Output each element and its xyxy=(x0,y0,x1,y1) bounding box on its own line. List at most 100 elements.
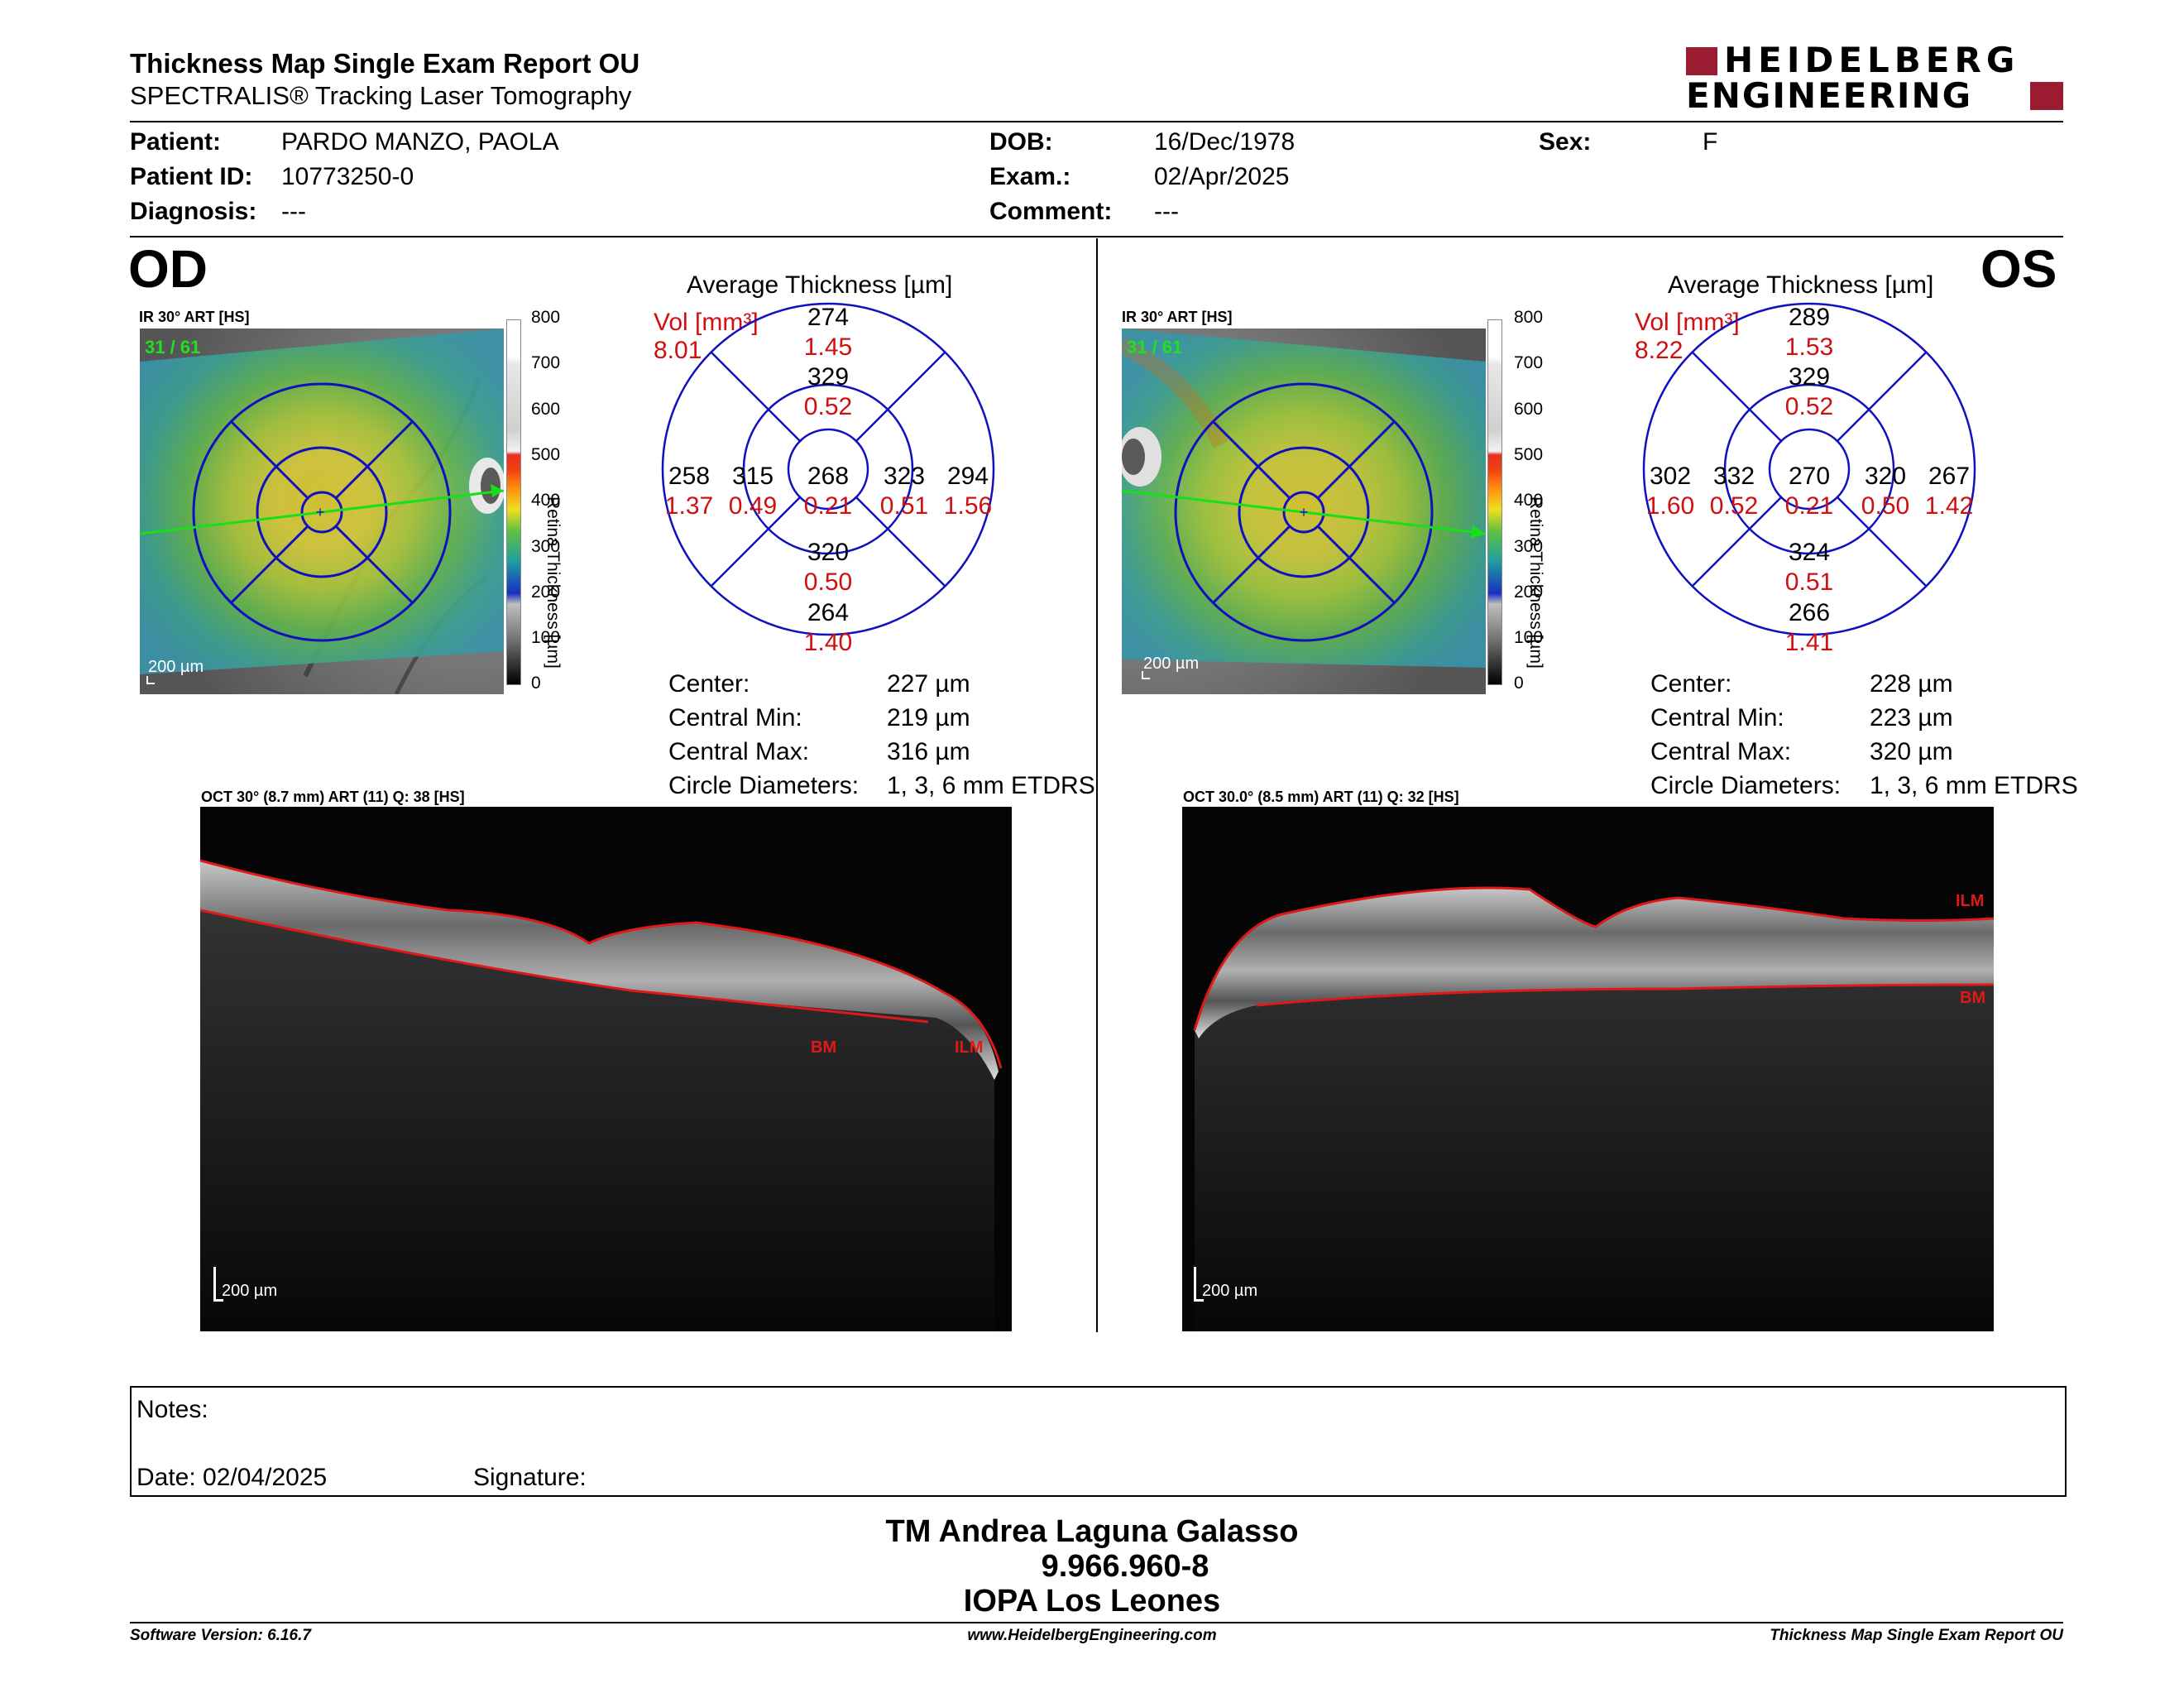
dob-value: 16/Dec/1978 xyxy=(1154,128,1296,156)
os-colorbar-tick: 200 xyxy=(1514,582,1544,602)
od-oct-scan[interactable]: BM ILM 200 µm xyxy=(200,807,1012,1331)
od-thickness-map[interactable]: + 31 / 61 200 µm xyxy=(140,328,504,694)
os-sector-outer-top-volume: 1.53 xyxy=(1784,333,1834,361)
od-sector-outer-top-thickness: 274 xyxy=(807,304,850,331)
os-sector-outer-right-thickness: 267 xyxy=(1928,463,1971,490)
footer-website-link[interactable]: www.HeidelbergEngineering.com xyxy=(967,1627,1217,1644)
os-sector-inner-top-thickness: 329 xyxy=(1788,363,1831,391)
os-sector-outer-left-thickness: 302 xyxy=(1649,463,1692,490)
os-min-value: 223 µm xyxy=(1870,704,1953,731)
notes-date: Date: 02/04/2025 xyxy=(136,1464,328,1491)
od-map-scale: 200 µm xyxy=(148,658,204,676)
os-oct-scale: 200 µm xyxy=(1202,1282,1258,1300)
od-colorbar xyxy=(506,319,521,685)
od-colorbar-tick: 500 xyxy=(531,444,561,464)
od-colorbar-tick: 300 xyxy=(531,536,561,556)
od-sector-outer-left-thickness: 258 xyxy=(668,463,711,490)
os-diam-value: 1, 3, 6 mm ETDRS xyxy=(1870,772,2078,799)
footer-report-name: Thickness Map Single Exam Report OU xyxy=(1770,1627,2063,1644)
od-colorbar-label: Retina Thickness [µm] xyxy=(544,496,563,669)
od-colorbar-tick: 100 xyxy=(531,628,561,648)
os-colorbar-tick: 100 xyxy=(1514,628,1544,648)
od-sector-outer-left-volume: 1.37 xyxy=(664,492,714,520)
os-diam-label: Circle Diameters: xyxy=(1650,772,1842,799)
od-vol-value: 8.01 xyxy=(654,337,702,364)
os-max-value: 320 µm xyxy=(1870,738,1953,765)
os-oct-label: OCT 30.0° (8.5 mm) ART (11) Q: 32 [HS] xyxy=(1183,789,1459,805)
os-sector-center-volume: 0.21 xyxy=(1784,492,1834,520)
logo-square-bottom-icon xyxy=(2030,82,2063,110)
od-sector-outer-bottom-volume: 1.40 xyxy=(803,629,853,656)
od-min-label: Central Min: xyxy=(668,704,802,731)
od-sector-inner-right-thickness: 323 xyxy=(883,463,926,490)
patient-label: Patient: xyxy=(130,128,222,156)
os-min-label: Central Min: xyxy=(1650,704,1784,731)
svg-text:+: + xyxy=(1300,504,1309,520)
os-sector-outer-left-volume: 1.60 xyxy=(1645,492,1695,520)
os-oct-scan[interactable]: ILM BM 200 µm xyxy=(1182,807,1994,1331)
od-ir-label: IR 30° ART [HS] xyxy=(139,309,250,325)
od-sector-center-volume: 0.21 xyxy=(803,492,853,520)
od-etdrs-grid xyxy=(661,302,995,636)
od-sector-inner-bottom-volume: 0.50 xyxy=(803,568,853,596)
os-sector-inner-bottom-volume: 0.51 xyxy=(1784,568,1834,596)
od-oct-label: OCT 30° (8.7 mm) ART (11) Q: 38 [HS] xyxy=(201,789,465,805)
os-sector-inner-right-volume: 0.50 xyxy=(1861,492,1910,520)
os-thickness-map[interactable]: + 31 / 61 200 µm xyxy=(1122,328,1486,694)
os-colorbar-tick: 800 xyxy=(1514,308,1544,327)
od-sector-inner-left-volume: 0.49 xyxy=(728,492,778,520)
os-center-label: Center: xyxy=(1650,670,1732,698)
signer-name: TM Andrea Laguna Galasso xyxy=(885,1514,1299,1549)
logo-line-1: HEIDELBERG xyxy=(1724,40,2020,80)
os-sector-outer-bottom-thickness: 266 xyxy=(1788,599,1831,626)
od-colorbar-tick: 400 xyxy=(531,491,561,511)
signer-id: 9.966.960-8 xyxy=(1041,1549,1209,1584)
od-diam-label: Circle Diameters: xyxy=(668,772,860,799)
logo-square-top-icon xyxy=(1686,47,1717,75)
os-map-scale: 200 µm xyxy=(1143,655,1200,673)
od-sector-inner-top-volume: 0.52 xyxy=(803,393,853,420)
os-colorbar-tick: 600 xyxy=(1514,399,1544,419)
exam-value: 02/Apr/2025 xyxy=(1154,163,1290,190)
os-colorbar-tick: 500 xyxy=(1514,444,1544,464)
od-vol-label: Vol [mm³] xyxy=(654,309,759,336)
notes-box[interactable]: Notes: Date: 02/04/2025 Signature: xyxy=(130,1386,2067,1497)
notes-label: Notes: xyxy=(136,1396,208,1423)
dob-label: DOB: xyxy=(989,128,1053,156)
os-colorbar-label: Retina Thickness [µm] xyxy=(1526,496,1545,669)
od-sector-inner-top-thickness: 329 xyxy=(807,363,850,391)
footer-software-version: Software Version: 6.16.7 xyxy=(130,1627,311,1644)
os-etdrs-grid xyxy=(1642,302,1976,636)
os-sector-inner-top-volume: 0.52 xyxy=(1784,393,1834,420)
od-avg-title: Average Thickness [µm] xyxy=(687,271,953,299)
od-sector-outer-right-thickness: 294 xyxy=(946,463,989,490)
os-colorbar-tick: 300 xyxy=(1514,536,1544,556)
os-sector-inner-left-volume: 0.52 xyxy=(1709,492,1759,520)
os-sector-outer-top-thickness: 289 xyxy=(1788,304,1831,331)
od-sector-outer-bottom-thickness: 264 xyxy=(807,599,850,626)
os-colorbar-tick: 400 xyxy=(1514,491,1544,511)
os-sector-inner-bottom-thickness: 324 xyxy=(1788,539,1831,566)
notes-signature-label: Signature: xyxy=(473,1464,587,1491)
sex-label: Sex: xyxy=(1539,128,1592,156)
sex-value: F xyxy=(1703,128,1718,156)
logo-line-2: ENGINEERING xyxy=(1686,75,1973,116)
os-frames-counter: 31 / 61 xyxy=(1127,337,1183,357)
od-bm-label: BM xyxy=(811,1038,836,1057)
od-sector-inner-left-thickness: 315 xyxy=(731,463,774,490)
os-vol-label: Vol [mm³] xyxy=(1635,309,1740,336)
od-max-value: 316 µm xyxy=(887,738,970,765)
od-colorbar-tick: 800 xyxy=(531,308,561,327)
od-sector-inner-bottom-thickness: 320 xyxy=(807,539,850,566)
od-frames-counter: 31 / 61 xyxy=(145,337,201,357)
od-center-value: 227 µm xyxy=(887,670,970,698)
os-sector-outer-bottom-volume: 1.41 xyxy=(1784,629,1834,656)
diagnosis-value: --- xyxy=(281,198,306,225)
report-subtitle: SPECTRALIS® Tracking Laser Tomography xyxy=(130,81,632,110)
os-bm-label: BM xyxy=(1960,989,1985,1007)
os-colorbar xyxy=(1487,319,1502,685)
heidelberg-logo: HEIDELBERG ENGINEERING xyxy=(1686,40,2063,116)
report-title: Thickness Map Single Exam Report OU xyxy=(130,48,640,79)
diagnosis-label: Diagnosis: xyxy=(130,198,257,225)
od-oct-scale: 200 µm xyxy=(222,1282,278,1300)
